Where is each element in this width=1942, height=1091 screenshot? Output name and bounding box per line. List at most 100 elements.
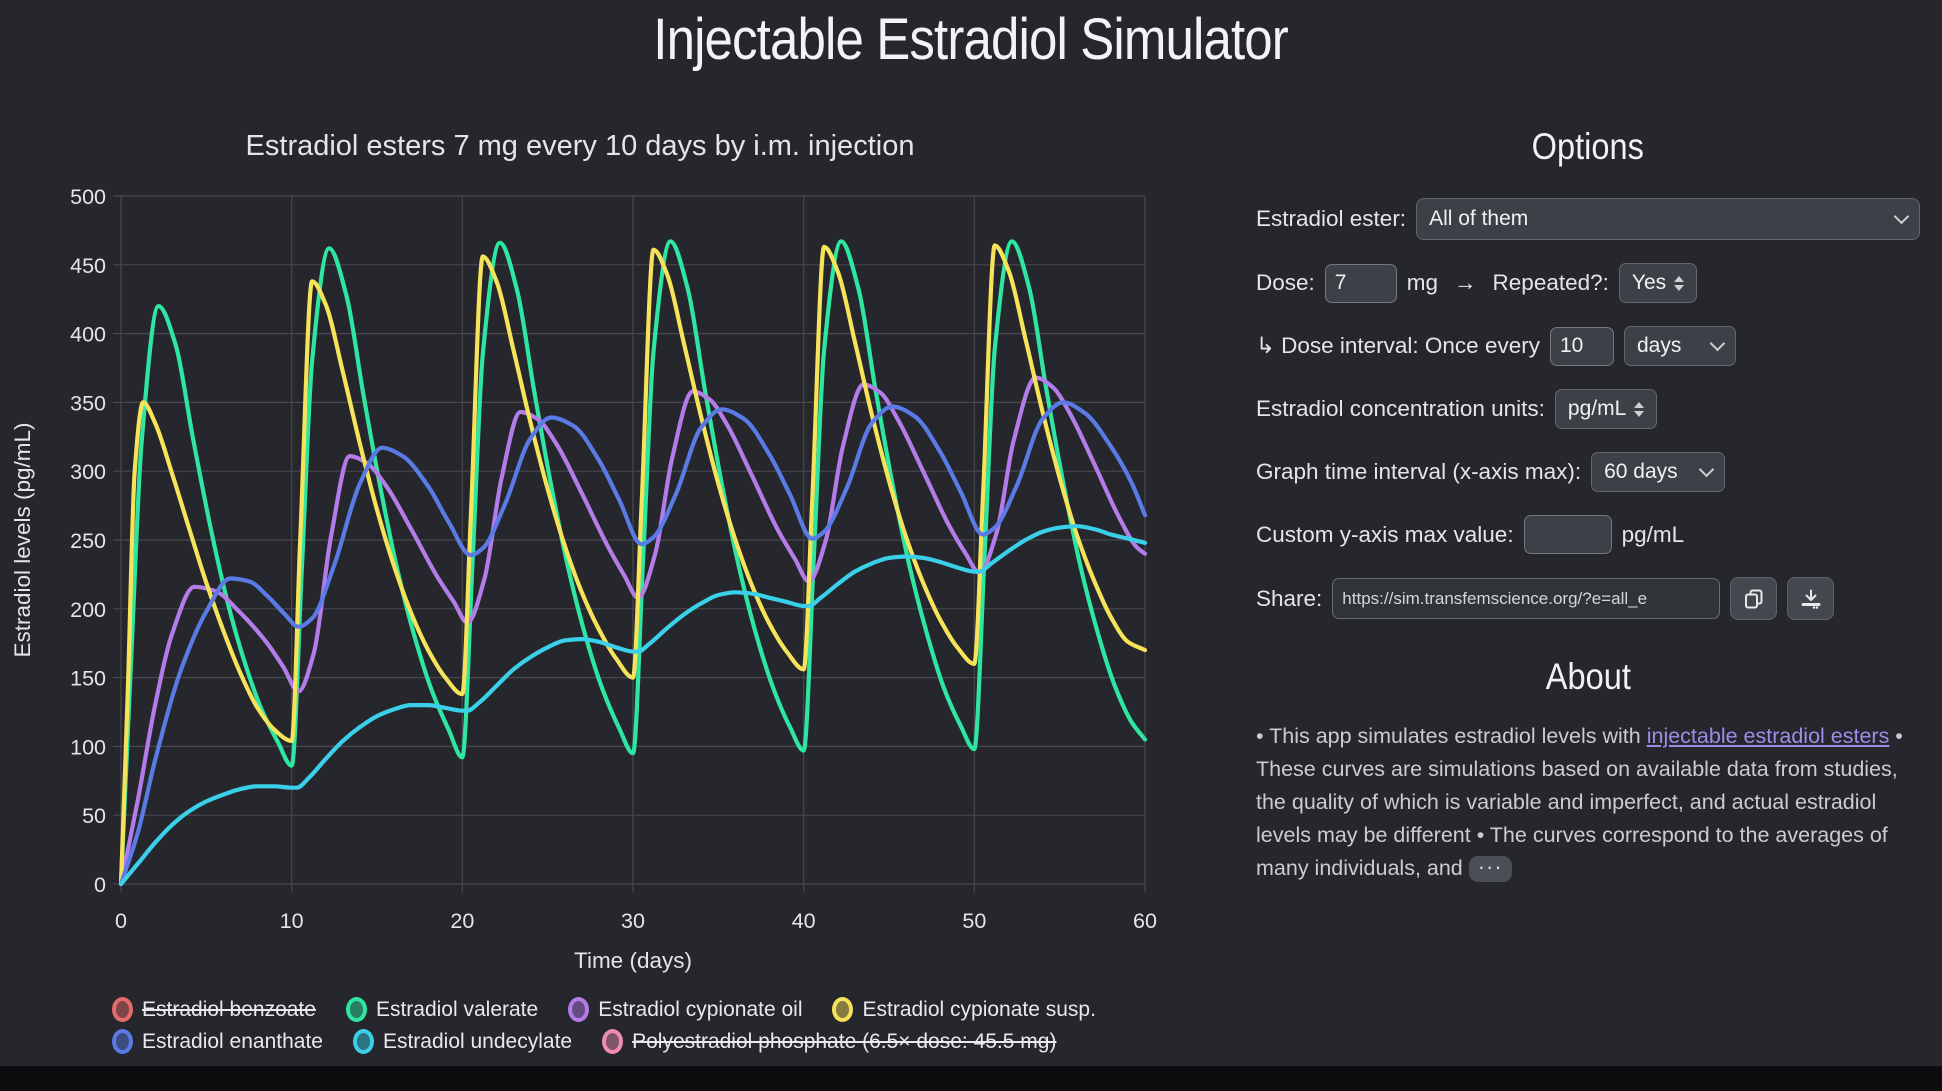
concentration-units-label: Estradiol concentration units: — [1256, 396, 1545, 421]
chart-title: Estradiol esters 7 mg every 10 days by i… — [246, 130, 915, 162]
copy-icon — [1744, 589, 1763, 608]
legend-item-polyestradiol-phosphate-6-5-dose-45-5-mg-[interactable]: Polyestradiol phosphate (6.5× dose: 45.5… — [602, 1029, 1056, 1054]
expand-about-button[interactable]: ··· — [1468, 856, 1512, 883]
chart-grid — [113, 195, 1146, 892]
options-panel: Options Estradiol ester: All of them Dos… — [1256, 126, 1920, 885]
dose-interval-unit-value: days — [1636, 334, 1682, 357]
dose-interval-row: ↳ Dose interval: Once every days — [1256, 326, 1920, 366]
concentration-units-value: pg/mL — [1567, 397, 1627, 420]
svg-text:500: 500 — [70, 185, 106, 209]
about-text-before: • This app simulates estradiol levels wi… — [1256, 724, 1647, 748]
svg-text:30: 30 — [621, 909, 645, 933]
curve-estradiol-valerate — [118, 239, 1148, 887]
dose-label: Dose: — [1256, 270, 1315, 295]
dose-interval-unit-select[interactable]: days — [1623, 326, 1736, 366]
svg-text:400: 400 — [70, 323, 106, 347]
svg-text:150: 150 — [70, 667, 106, 691]
concentration-units-select[interactable]: pg/mL — [1554, 389, 1658, 429]
share-url-input[interactable] — [1332, 578, 1721, 619]
legend-item-estradiol-cypionate-oil[interactable]: Estradiol cypionate oil — [568, 997, 802, 1022]
graph-time-interval-value: 60 days — [1604, 460, 1678, 483]
custom-y-axis-unit-label: pg/mL — [1621, 521, 1685, 547]
chevron-down-icon — [1698, 461, 1715, 478]
repeated-label: Repeated?: — [1492, 270, 1609, 295]
legend-swatch-icon — [568, 997, 590, 1022]
legend-swatch-icon — [832, 997, 854, 1022]
estradiol-ester-label: Estradiol ester: — [1256, 206, 1407, 231]
svg-text:10: 10 — [280, 909, 304, 933]
injectable-estradiol-esters-link[interactable]: injectable estradiol esters — [1646, 724, 1890, 748]
bottom-bar — [0, 1066, 1942, 1091]
download-icon — [1801, 589, 1821, 609]
estradiol-ester-select[interactable]: All of them — [1416, 198, 1920, 240]
about-text: • This app simulates estradiol levels wi… — [1256, 720, 1920, 885]
custom-y-axis-input[interactable] — [1523, 515, 1612, 554]
legend-label: Estradiol benzoate — [142, 997, 316, 1021]
svg-text:350: 350 — [70, 391, 106, 415]
legend-row: Estradiol benzoate Estradiol valerate Estr… — [112, 997, 1152, 1022]
legend-swatch-icon — [112, 1029, 133, 1054]
custom-y-axis-label: Custom y-axis max value: — [1256, 521, 1514, 547]
legend-label: Estradiol cypionate oil — [598, 997, 803, 1021]
dose-interval-label: ↳ Dose interval: Once every — [1256, 333, 1540, 358]
about-heading: About — [1545, 656, 1631, 697]
dose-row: Dose: mg → Repeated?: Yes — [1256, 263, 1920, 303]
svg-text:300: 300 — [70, 460, 106, 484]
x-axis-title: Time (days) — [574, 948, 692, 973]
svg-text:0: 0 — [94, 873, 106, 897]
estradiol-ester-value: All of them — [1429, 207, 1529, 230]
legend-label: Estradiol cypionate susp. — [862, 997, 1096, 1021]
svg-text:60: 60 — [1133, 909, 1157, 933]
legend-swatch-icon — [112, 997, 133, 1022]
chevron-down-icon — [1893, 208, 1910, 225]
legend-item-estradiol-undecylate[interactable]: Estradiol undecylate — [352, 1029, 573, 1054]
page-title: Injectable Estradiol Simulator — [653, 7, 1289, 72]
share-label: Share: — [1256, 585, 1323, 611]
legend-item-estradiol-enanthate[interactable]: Estradiol enanthate — [112, 1029, 323, 1054]
repeated-value: Yes — [1631, 271, 1667, 294]
options-heading: Options — [1531, 126, 1645, 167]
select-updown-icon — [1674, 275, 1685, 291]
curve-estradiol-enanthate — [118, 400, 1148, 887]
legend-label: Estradiol enanthate — [142, 1029, 323, 1053]
repeated-select[interactable]: Yes — [1618, 263, 1698, 303]
dose-unit-label: mg — [1406, 270, 1439, 295]
svg-text:0: 0 — [115, 909, 127, 933]
graph-time-interval-select[interactable]: 60 days — [1591, 452, 1726, 492]
curve-estradiol-undecylate — [118, 524, 1148, 887]
chart-legend: Estradiol benzoate Estradiol valerate Estr… — [112, 997, 1152, 1054]
legend-label: Estradiol undecylate — [382, 1029, 573, 1053]
svg-text:50: 50 — [82, 804, 106, 828]
graph-time-interval-row: Graph time interval (x-axis max): 60 day… — [1256, 452, 1920, 492]
copy-link-button[interactable] — [1730, 577, 1778, 620]
legend-row: Estradiol enanthate Estradiol undecylate P… — [112, 1029, 1152, 1054]
svg-text:100: 100 — [70, 735, 106, 759]
dose-interval-input[interactable] — [1549, 326, 1614, 366]
legend-item-estradiol-valerate[interactable]: Estradiol valerate — [345, 997, 539, 1022]
legend-item-estradiol-cypionate-susp-[interactable]: Estradiol cypionate susp. — [832, 997, 1096, 1022]
legend-label: Estradiol valerate — [375, 997, 539, 1021]
legend-swatch-icon — [602, 1029, 624, 1054]
concentration-units-row: Estradiol concentration units: pg/mL — [1256, 389, 1920, 429]
graph-time-interval-label: Graph time interval (x-axis max): — [1256, 459, 1582, 484]
download-image-button[interactable] — [1787, 577, 1835, 620]
legend-swatch-icon — [352, 1029, 374, 1054]
legend-label: Polyestradiol phosphate (6.5× dose: 45.5… — [632, 1029, 1057, 1053]
share-row: Share: — [1256, 577, 1920, 620]
chevron-down-icon — [1709, 335, 1726, 352]
svg-text:50: 50 — [962, 909, 986, 933]
dose-input[interactable] — [1324, 263, 1397, 303]
select-updown-icon — [1634, 401, 1645, 417]
about-text-after: • These curves are simulations based on … — [1256, 724, 1903, 880]
legend-item-estradiol-benzoate[interactable]: Estradiol benzoate — [112, 997, 316, 1022]
custom-y-axis-row: Custom y-axis max value: pg/mL — [1256, 515, 1920, 554]
svg-text:200: 200 — [70, 598, 106, 622]
svg-text:250: 250 — [70, 529, 106, 553]
estradiol-ester-row: Estradiol ester: All of them — [1256, 198, 1920, 240]
chart-series — [118, 239, 1148, 887]
arrow-right-icon: → — [1454, 270, 1477, 295]
y-axis-title: Estradiol levels (pg/mL) — [10, 422, 35, 657]
curve-estradiol-cypionate-susp- — [118, 243, 1148, 887]
svg-text:40: 40 — [792, 909, 816, 933]
